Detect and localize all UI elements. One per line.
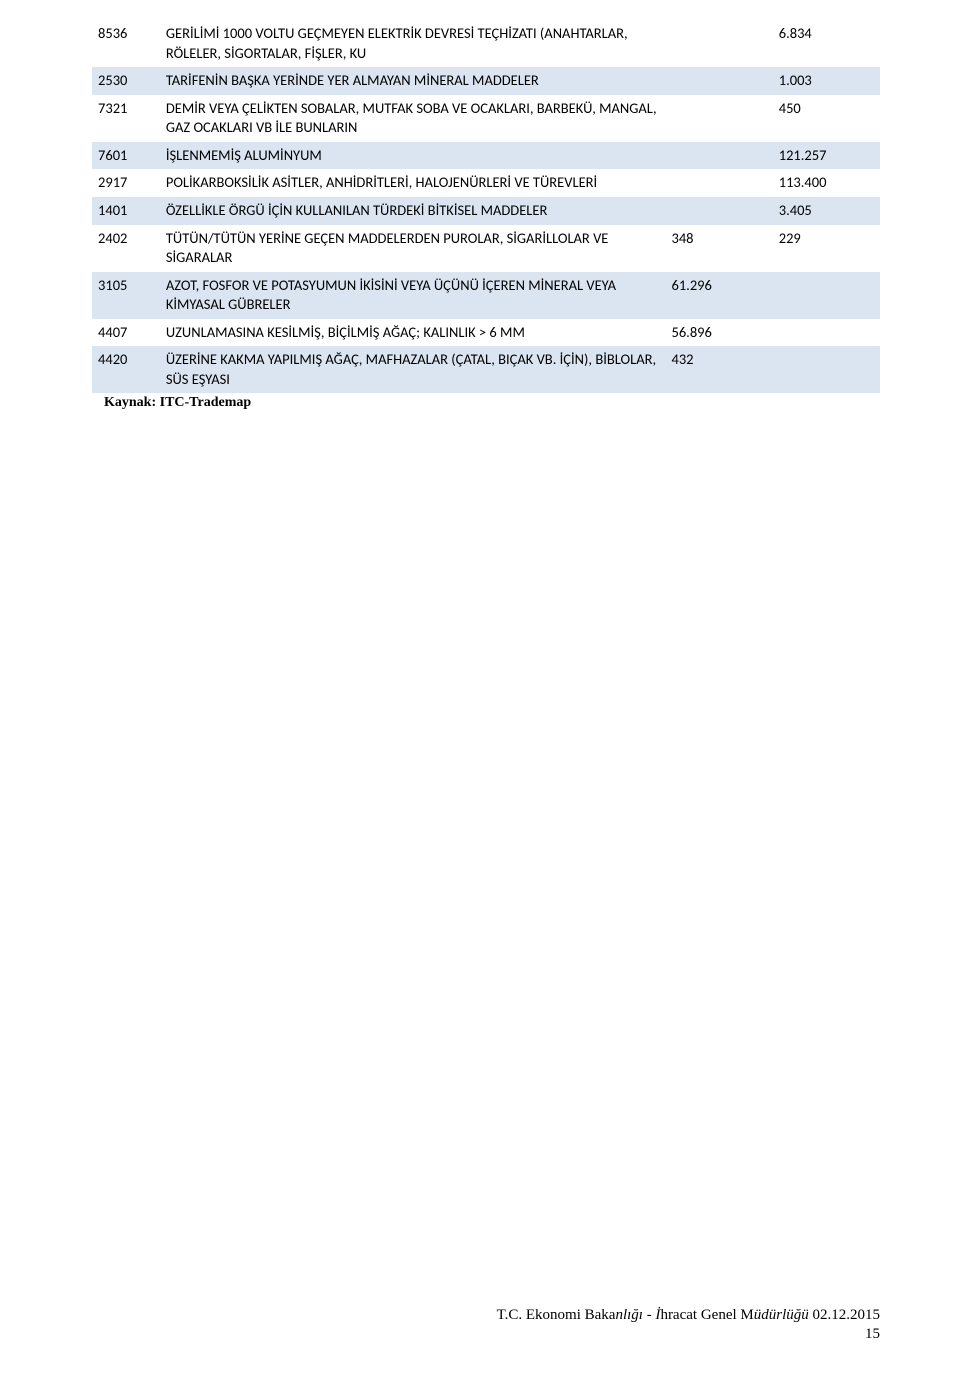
cell-value-1 <box>665 20 772 67</box>
table-row: 7601İŞLENMEMİŞ ALUMİNYUM 121.257 <box>92 142 880 170</box>
cell-value-1: 56.896 <box>665 319 772 347</box>
cell-value-2 <box>773 272 880 319</box>
cell-value-2 <box>773 319 880 347</box>
cell-code: 4407 <box>92 319 160 347</box>
cell-value-1: 432 <box>665 346 772 393</box>
cell-code: 7321 <box>92 95 160 142</box>
cell-code: 2917 <box>92 169 160 197</box>
data-table: 8536GERİLİMİ 1000 VOLTU GEÇMEYEN ELEKTRİ… <box>92 20 880 393</box>
cell-value-1 <box>665 197 772 225</box>
page-number: 15 <box>497 1326 880 1343</box>
source-label: Kaynak: ITC-Trademap <box>92 395 880 411</box>
cell-code: 8536 <box>92 20 160 67</box>
table-row: 1401ÖZELLİKLE ÖRGÜ İÇİN KULLANILAN TÜRDE… <box>92 197 880 225</box>
cell-value-2 <box>773 346 880 393</box>
cell-value-1 <box>665 142 772 170</box>
page-footer: T.C. Ekonomi Bakanlığı - İhracat Genel M… <box>497 1307 880 1343</box>
cell-value-2: 3.405 <box>773 197 880 225</box>
cell-value-2: 1.003 <box>773 67 880 95</box>
table-row: 2917POLİKARBOKSİLİK ASİTLER, ANHİDRİTLER… <box>92 169 880 197</box>
cell-code: 2402 <box>92 225 160 272</box>
table-row: 4407UZUNLAMASINA KESİLMİŞ, BİÇİLMİŞ AĞAÇ… <box>92 319 880 347</box>
cell-desc: ÜZERİNE KAKMA YAPILMIŞ AĞAÇ, MAFHAZALAR … <box>160 346 666 393</box>
table-row: 3105AZOT, FOSFOR VE POTASYUMUN İKİSİNİ V… <box>92 272 880 319</box>
cell-desc: TÜTÜN/TÜTÜN YERİNE GEÇEN MADDELERDEN PUR… <box>160 225 666 272</box>
table-row: 2402TÜTÜN/TÜTÜN YERİNE GEÇEN MADDELERDEN… <box>92 225 880 272</box>
cell-desc: DEMİR VEYA ÇELİKTEN SOBALAR, MUTFAK SOBA… <box>160 95 666 142</box>
cell-value-2: 113.400 <box>773 169 880 197</box>
cell-value-1 <box>665 95 772 142</box>
cell-value-2: 450 <box>773 95 880 142</box>
cell-code: 2530 <box>92 67 160 95</box>
cell-code: 4420 <box>92 346 160 393</box>
cell-desc: UZUNLAMASINA KESİLMİŞ, BİÇİLMİŞ AĞAÇ; KA… <box>160 319 666 347</box>
cell-desc: ÖZELLİKLE ÖRGÜ İÇİN KULLANILAN TÜRDEKİ B… <box>160 197 666 225</box>
table-row: 2530TARİFENİN BAŞKA YERİNDE YER ALMAYAN … <box>92 67 880 95</box>
footer-line: T.C. Ekonomi Bakanlığı - İhracat Genel M… <box>497 1307 880 1324</box>
cell-desc: İŞLENMEMİŞ ALUMİNYUM <box>160 142 666 170</box>
cell-value-1: 348 <box>665 225 772 272</box>
cell-desc: AZOT, FOSFOR VE POTASYUMUN İKİSİNİ VEYA … <box>160 272 666 319</box>
cell-desc: POLİKARBOKSİLİK ASİTLER, ANHİDRİTLERİ, H… <box>160 169 666 197</box>
cell-desc: GERİLİMİ 1000 VOLTU GEÇMEYEN ELEKTRİK DE… <box>160 20 666 67</box>
table-row: 4420ÜZERİNE KAKMA YAPILMIŞ AĞAÇ, MAFHAZA… <box>92 346 880 393</box>
cell-code: 1401 <box>92 197 160 225</box>
table-row: 7321DEMİR VEYA ÇELİKTEN SOBALAR, MUTFAK … <box>92 95 880 142</box>
cell-code: 3105 <box>92 272 160 319</box>
cell-value-2: 6.834 <box>773 20 880 67</box>
cell-code: 7601 <box>92 142 160 170</box>
cell-value-1 <box>665 169 772 197</box>
table-row: 8536GERİLİMİ 1000 VOLTU GEÇMEYEN ELEKTRİ… <box>92 20 880 67</box>
cell-value-2: 229 <box>773 225 880 272</box>
cell-desc: TARİFENİN BAŞKA YERİNDE YER ALMAYAN MİNE… <box>160 67 666 95</box>
cell-value-2: 121.257 <box>773 142 880 170</box>
cell-value-1: 61.296 <box>665 272 772 319</box>
cell-value-1 <box>665 67 772 95</box>
